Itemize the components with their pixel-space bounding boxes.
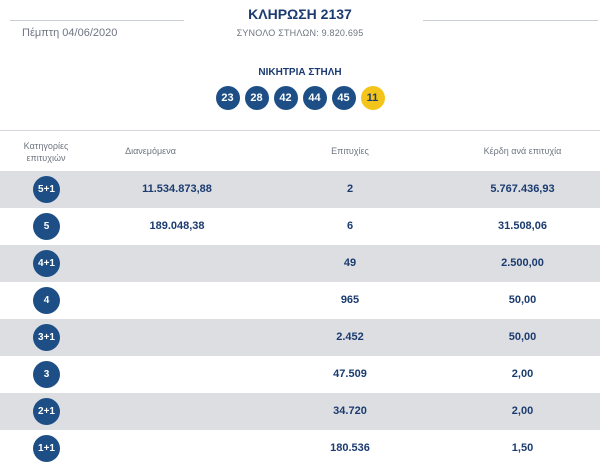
- category-badge: 2+1: [33, 398, 60, 425]
- prize-per-winner: 2.500,00: [501, 257, 544, 269]
- winning-number-ball: 42: [273, 86, 298, 110]
- category-badge: 4+1: [33, 250, 60, 277]
- winners-count: 47.509: [333, 368, 367, 380]
- header-distributed: Διανεμόμενα: [125, 146, 176, 156]
- joker-number-ball: 11: [360, 86, 385, 110]
- header-line-left: [10, 20, 184, 21]
- winners-count: 34.720: [333, 405, 367, 417]
- category-badge: 1+1: [33, 435, 60, 462]
- distributed-amount: 11.534.873,88: [142, 183, 212, 195]
- winners-count: 2: [346, 183, 354, 195]
- distributed-amount: [122, 245, 232, 282]
- distributed-amount: [122, 319, 232, 356]
- draw-title: ΚΛΗΡΩΣΗ 2137: [248, 6, 352, 22]
- table-row: 5 189.048,38 6 31.508,06: [0, 208, 600, 245]
- winners-count: 180.536: [330, 442, 370, 454]
- prize-per-winner: 31.508,06: [498, 220, 547, 232]
- table-row: 2+1 34.720 2,00: [0, 393, 600, 430]
- total-columns: ΣΥΝΟΛΟ ΣΤΗΛΩΝ: 9.820.695: [236, 28, 364, 38]
- distributed-amount: 189.048,38: [149, 220, 205, 232]
- distributed-amount: [122, 282, 232, 319]
- table-row: 4+1 49 2.500,00: [0, 245, 600, 282]
- header-line-right: [423, 20, 598, 21]
- winners-count: 49: [343, 257, 357, 269]
- table-row: 3 47.509 2,00: [0, 356, 600, 393]
- table-row: 4 965 50,00: [0, 282, 600, 319]
- prize-per-winner: 1,50: [511, 442, 534, 454]
- category-badge: 5+1: [33, 176, 60, 203]
- table-row: 3+1 2.452 50,00: [0, 319, 600, 356]
- header-category: Κατηγορίες επιτυχιών: [23, 141, 69, 163]
- distributed-amount: [122, 393, 232, 430]
- winners-count: 965: [340, 294, 360, 306]
- header-prize: Κέρδη ανά επιτυχία: [483, 146, 562, 156]
- prize-per-winner: 5.767.436,93: [490, 183, 555, 195]
- winning-number-ball: 45: [331, 86, 356, 110]
- winning-number-ball: 44: [302, 86, 327, 110]
- header-winners: Επιτυχίες: [331, 146, 369, 156]
- distributed-amount: [122, 356, 232, 393]
- winning-column-title: ΝΙΚΗΤΡΙΑ ΣΤΗΛΗ: [258, 67, 342, 78]
- category-badge: 3+1: [33, 324, 60, 351]
- winning-number-ball: 28: [244, 86, 269, 110]
- category-badge: 4: [33, 287, 60, 314]
- winners-count: 6: [346, 220, 354, 232]
- table-row: 1+1 180.536 1,50: [0, 430, 600, 467]
- category-badge: 5: [33, 213, 60, 240]
- prize-per-winner: 50,00: [508, 294, 537, 306]
- results-table-header: Κατηγορίες επιτυχιών Διανεμόμενα Επιτυχί…: [0, 130, 600, 172]
- category-badge: 3: [33, 361, 60, 388]
- prize-per-winner: 50,00: [508, 331, 537, 343]
- winners-count: 2.452: [336, 331, 364, 343]
- winning-number-ball: 23: [215, 86, 240, 110]
- winning-numbers: 23 28 42 44 45 11: [0, 86, 600, 110]
- prize-per-winner: 2,00: [511, 405, 534, 417]
- prize-per-winner: 2,00: [511, 368, 534, 380]
- table-row: 5+1 11.534.873,88 2 5.767.436,93: [0, 171, 600, 208]
- draw-date: Πέμπτη 04/06/2020: [22, 27, 118, 39]
- distributed-amount: [122, 430, 232, 467]
